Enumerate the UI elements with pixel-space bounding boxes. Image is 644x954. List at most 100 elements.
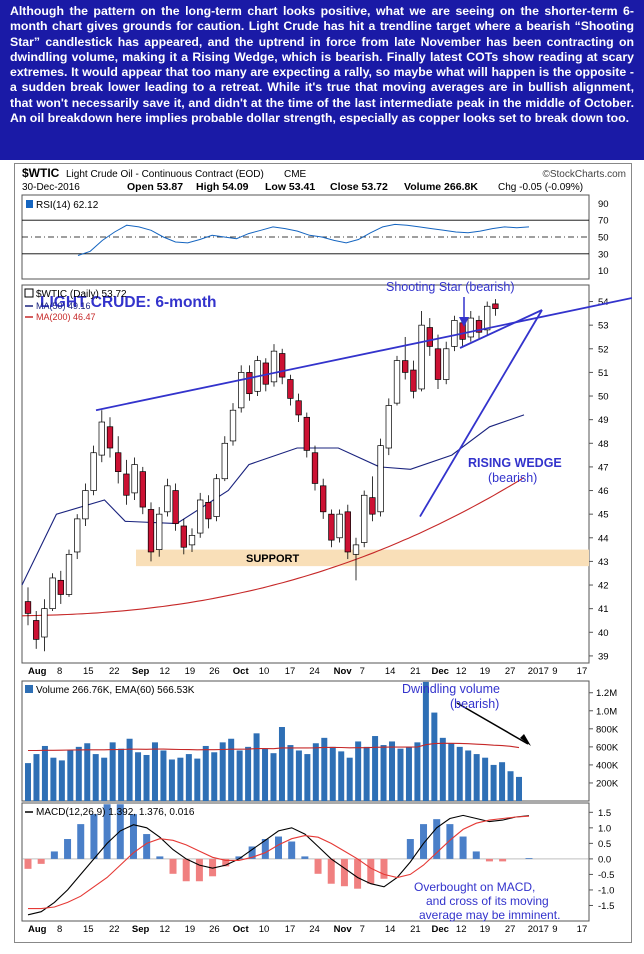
candle-body	[238, 372, 245, 409]
candle-body	[328, 513, 335, 541]
price-x-tick: Aug	[28, 666, 47, 677]
rsi-y-tick: 90	[598, 199, 609, 210]
commentary-panel: Although the pattern on the long-term ch…	[0, 0, 644, 160]
candle-body	[352, 544, 360, 555]
candle-body	[172, 490, 179, 524]
candle-body	[197, 499, 204, 534]
volume-legend-label: Volume 266.76K, EMA(60) 566.53K	[36, 685, 195, 696]
macd-y-tick: 0.0	[598, 854, 611, 865]
candle-body	[57, 579, 64, 595]
candle-body	[24, 601, 32, 614]
macd-histogram-bar	[222, 858, 230, 867]
volume-bar	[135, 752, 142, 801]
ma50-line	[21, 414, 525, 586]
macd-x-tick: 19	[185, 924, 196, 935]
macd-histogram-bar	[406, 839, 414, 859]
chart-title: LIGHT CRUDE: 6-month	[40, 294, 217, 311]
price-x-tick: 2017	[528, 666, 549, 677]
macd-x-tick: 15	[83, 924, 94, 935]
macd-histogram-bar	[129, 814, 137, 859]
volume-bar	[67, 750, 74, 801]
price-y-tick: 40	[598, 628, 609, 639]
macd-histogram-bar	[90, 814, 98, 859]
macd-histogram-bar	[446, 824, 454, 859]
macd-x-tick: Oct	[233, 924, 250, 935]
macd-histogram-bar	[367, 858, 375, 884]
macd-y-tick: 1.0	[598, 823, 611, 834]
volume-bar	[380, 745, 387, 801]
ohlc-volume: Volume 266.8K	[404, 181, 478, 193]
macd-histogram-bar	[195, 858, 203, 882]
volume-bar	[109, 742, 116, 801]
candle-body	[402, 360, 409, 373]
volume-bar	[389, 741, 396, 801]
rsi-y-tick: 10	[598, 266, 609, 277]
candle-body	[295, 400, 302, 416]
candle-body	[426, 327, 433, 347]
volume-bar	[304, 754, 311, 801]
macd-x-tick: Nov	[334, 924, 353, 935]
macd-histogram-bar	[156, 856, 164, 859]
volume-bar	[126, 738, 133, 801]
lower-wedge-line	[419, 309, 543, 517]
candle-body	[385, 405, 392, 449]
macd-line	[27, 814, 530, 916]
price-y-tick: 39	[598, 651, 609, 662]
volume-bar	[160, 750, 167, 801]
volume-bar	[92, 754, 99, 801]
macd-legend-label: MACD(12,26,9) 1.392, 1.376, 0.016	[36, 807, 195, 818]
price-y-tick: 48	[598, 439, 609, 450]
price-x-tick: 26	[209, 666, 220, 677]
upper-wedge-line	[459, 309, 543, 349]
price-panel-border	[21, 284, 590, 664]
candle-body	[41, 608, 48, 638]
candle-body	[393, 360, 401, 404]
volume-bar	[270, 753, 277, 801]
candle-body	[65, 553, 73, 595]
ohlc-change: Chg -0.05 (-0.09%)	[498, 182, 583, 193]
volume-bar	[516, 776, 522, 801]
macd-histogram-bar	[433, 819, 441, 859]
macd-x-tick: 22	[109, 924, 120, 935]
volume-bar	[456, 746, 463, 801]
macd-y-tick: -0.5	[598, 870, 614, 881]
support-label: SUPPORT	[246, 553, 299, 565]
rsi-y-tick: 70	[598, 216, 609, 227]
price-y-tick: 53	[598, 321, 609, 332]
volume-bar	[422, 681, 429, 801]
dwindling-volume-label: Dwindling volume	[402, 682, 500, 696]
volume-bar	[84, 743, 91, 801]
volume-bar	[321, 737, 328, 801]
candle-body	[475, 320, 483, 333]
price-x-axis: Aug 8 15 22 Sep 12 19 26 Oct 10 17 24 Nov 7 14 21 Dec 12 1…	[28, 666, 587, 677]
rsi-y-tick: 30	[598, 249, 609, 260]
macd-histogram-bar	[485, 858, 493, 862]
candle-body	[221, 442, 228, 480]
price-x-tick: Oct	[233, 666, 250, 677]
volume-bar	[372, 736, 379, 801]
volume-bar	[397, 748, 404, 801]
volume-bar	[168, 759, 175, 801]
commentary-text: Although the pattern on the long-term ch…	[10, 4, 634, 126]
chart-exchange: CME	[284, 169, 307, 180]
volume-bar	[177, 757, 184, 801]
macd-histogram-bar	[182, 858, 190, 882]
volume-bar	[414, 742, 421, 801]
price-x-tick: 10	[259, 666, 270, 677]
volume-panel: 1.2M 1.0M 800K 600K 400K 200K Volume 266.76K, …	[21, 680, 619, 802]
price-x-tick: 8	[57, 666, 62, 677]
candle-body	[106, 426, 114, 449]
volume-y-tick: 200K	[596, 778, 619, 789]
volume-bar	[25, 763, 31, 801]
volume-bar	[41, 745, 48, 801]
price-x-tick: 12	[456, 666, 467, 677]
chart-canvas: $WTIC Light Crude Oil - Continuous Contr…	[14, 163, 632, 943]
candle-body	[74, 518, 81, 553]
volume-bar	[75, 746, 82, 801]
macd-histogram-bar	[340, 858, 348, 887]
candle-body	[361, 494, 368, 543]
candle-body	[33, 620, 40, 640]
price-y-tick: 46	[598, 486, 609, 497]
macd-histogram-bar	[380, 858, 388, 879]
price-x-tick: 12	[159, 666, 170, 677]
